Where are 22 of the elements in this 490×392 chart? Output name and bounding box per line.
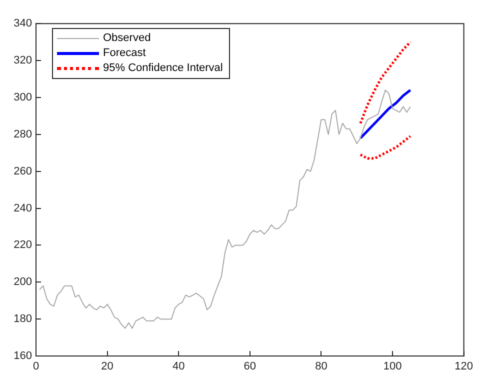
y-tick-label: 320	[14, 54, 32, 67]
legend-label: 95% Confidence Interval	[103, 61, 223, 76]
y-tick-label: 280	[14, 128, 32, 140]
x-tick-label: 100	[383, 360, 402, 373]
line-series	[359, 40, 412, 125]
legend-label: Observed	[103, 31, 151, 46]
y-tick-label: 260	[14, 165, 32, 178]
x-tick-label: 120	[454, 360, 474, 373]
y-tick-label: 300	[14, 92, 32, 104]
y-tick-label: 240	[14, 202, 32, 214]
legend-label: Forecast	[103, 46, 146, 61]
y-tick-label: 160	[14, 350, 32, 362]
y-tick-label: 200	[14, 276, 32, 288]
line-series	[359, 134, 412, 160]
y-tick-label: 340	[14, 18, 32, 30]
x-tick-label: 80	[315, 360, 328, 373]
x-tick-label: 0	[32, 360, 40, 373]
x-tick-label: 20	[101, 360, 114, 373]
y-tick-label: 180	[14, 313, 32, 326]
x-tick-label: 40	[172, 360, 185, 373]
x-tick-label: 60	[244, 360, 256, 373]
y-tick-label: 220	[14, 239, 32, 252]
